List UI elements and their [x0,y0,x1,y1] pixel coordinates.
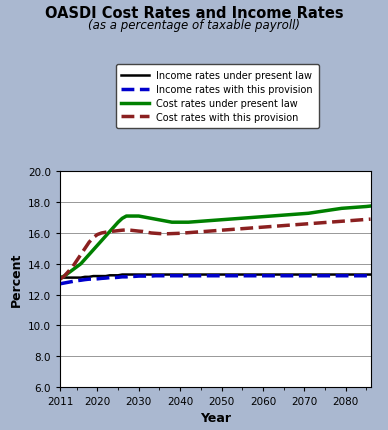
Y-axis label: Percent: Percent [9,252,23,307]
Legend: Income rates under present law, Income rates with this provision, Cost rates und: Income rates under present law, Income r… [116,65,319,128]
Text: (as a percentage of taxable payroll): (as a percentage of taxable payroll) [88,19,300,32]
X-axis label: Year: Year [200,412,231,424]
Text: OASDI Cost Rates and Income Rates: OASDI Cost Rates and Income Rates [45,6,343,22]
